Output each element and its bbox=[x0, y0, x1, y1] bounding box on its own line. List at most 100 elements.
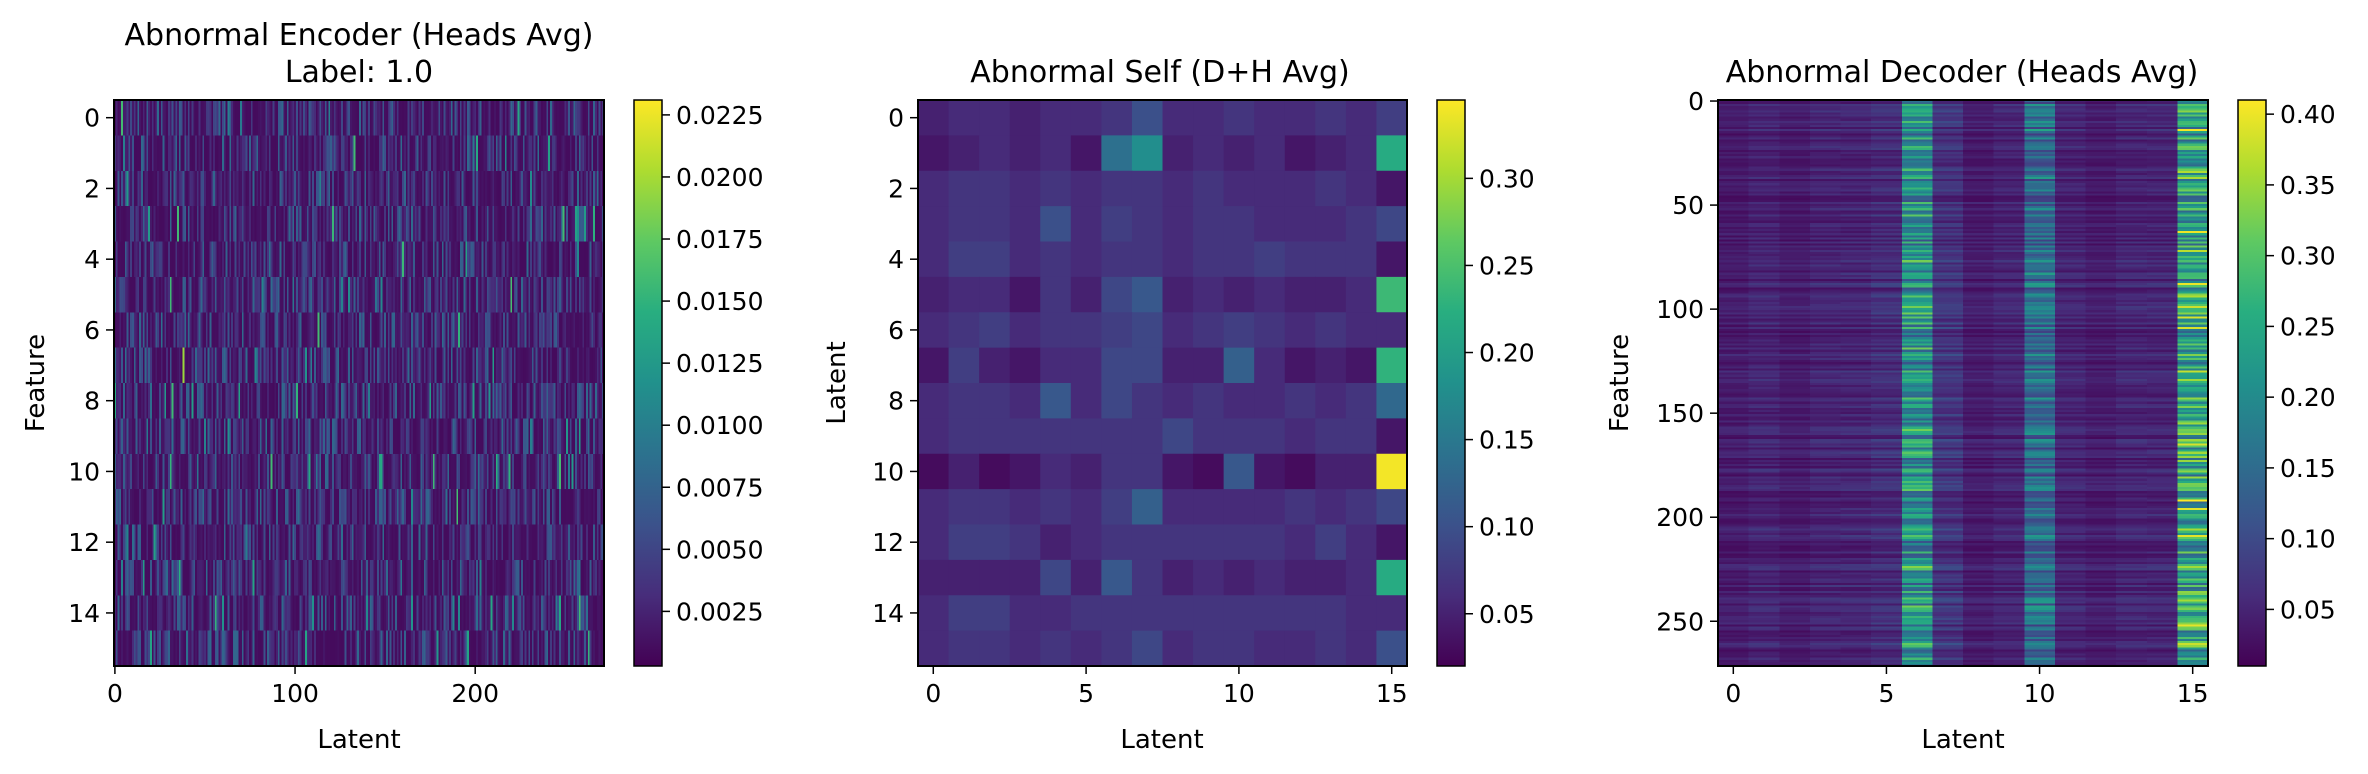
self-heatmap-cell bbox=[1376, 559, 1408, 596]
self-heatmap-cell bbox=[1070, 383, 1102, 419]
self-heatmap-cell bbox=[1254, 559, 1286, 596]
self-y-tick-label: 0 bbox=[888, 104, 904, 133]
self-heatmap-cell bbox=[918, 630, 950, 667]
self-heatmap-cell bbox=[1040, 100, 1072, 136]
self-heatmap-cell bbox=[1162, 383, 1194, 419]
self-heatmap-cell bbox=[1131, 347, 1164, 384]
self-heatmap-cell bbox=[1193, 595, 1225, 632]
self-heatmap-cell bbox=[1376, 453, 1408, 490]
self-heatmap-cell bbox=[1193, 347, 1225, 384]
self-colorbar-ticks: 0.05 0.10 0.15 0.20 0.25 0.30 bbox=[1465, 164, 1535, 629]
self-heatmap-cell bbox=[1284, 418, 1316, 455]
self-heatmap-cell bbox=[1376, 135, 1408, 172]
encoder-y-ticks: 0 2 4 6 8 10 12 14 bbox=[68, 104, 114, 628]
self-heatmap-cell bbox=[1070, 135, 1102, 172]
self-heatmap-cell bbox=[1254, 489, 1286, 526]
self-heatmap-cell bbox=[1315, 418, 1347, 455]
self-heatmap-cell bbox=[1223, 206, 1255, 243]
decoder-y-tick-label: 250 bbox=[1656, 607, 1704, 636]
self-heatmap-cell bbox=[1040, 135, 1072, 172]
self-heatmap-cell bbox=[1345, 418, 1378, 455]
self-heatmap-cell bbox=[948, 170, 980, 207]
self-heatmap-cell bbox=[1009, 630, 1041, 667]
self-heatmap-cell bbox=[918, 418, 950, 455]
self-heatmap-cell bbox=[1345, 241, 1378, 278]
self-heatmap-cell bbox=[1131, 559, 1164, 596]
self-heatmap-cell bbox=[1131, 524, 1164, 561]
self-heatmap-cell bbox=[1223, 418, 1255, 455]
self-heatmap-cell bbox=[1162, 170, 1194, 207]
decoder-x-tick-label: 0 bbox=[1725, 679, 1741, 708]
self-heatmap-cell bbox=[918, 135, 950, 172]
self-y-tick-label: 14 bbox=[872, 599, 904, 628]
encoder-y-tick-label: 12 bbox=[68, 528, 100, 557]
self-heatmap-cell bbox=[1131, 206, 1164, 243]
self-y-tick-label: 10 bbox=[872, 457, 904, 486]
encoder-colorbar-tick-label: 0.0125 bbox=[676, 349, 763, 378]
self-heatmap-cell bbox=[1162, 453, 1194, 490]
self-heatmap-cell bbox=[948, 524, 980, 561]
self-heatmap-cell bbox=[1101, 595, 1133, 632]
self-heatmap-cell bbox=[1315, 241, 1347, 278]
self-heatmap-cell bbox=[1284, 383, 1316, 419]
self-heatmap-cell bbox=[979, 100, 1011, 136]
self-heatmap-cell bbox=[1193, 241, 1225, 278]
self-heatmap-cell bbox=[1040, 559, 1072, 596]
decoder-y-ticks: 0 50 100 150 200 250 bbox=[1656, 87, 1718, 636]
self-heatmap bbox=[918, 100, 1408, 667]
self-heatmap-cell bbox=[1193, 383, 1225, 419]
encoder-heatmap bbox=[114, 100, 604, 666]
self-heatmap-cell bbox=[1284, 347, 1316, 384]
self-heatmap-cell bbox=[1254, 383, 1286, 419]
decoder-colorbar-tick-label: 0.25 bbox=[2280, 312, 2336, 341]
self-heatmap-cell bbox=[1315, 559, 1347, 596]
self-colorbar-tick-label: 0.15 bbox=[1479, 426, 1535, 455]
self-heatmap-cell bbox=[1254, 524, 1286, 561]
self-heatmap-cell bbox=[918, 383, 950, 419]
self-heatmap-cell bbox=[1162, 418, 1194, 455]
self-heatmap-cell bbox=[979, 453, 1011, 490]
self-heatmap-cell bbox=[1070, 312, 1102, 349]
self-heatmap-cell bbox=[948, 100, 980, 136]
self-heatmap-cell bbox=[1376, 241, 1408, 278]
self-heatmap-cell bbox=[1376, 383, 1408, 419]
self-frame bbox=[917, 99, 1408, 667]
self-heatmap-cell bbox=[1254, 135, 1286, 172]
self-heatmap-cell bbox=[1009, 241, 1041, 278]
self-heatmap-cell bbox=[1193, 559, 1225, 596]
self-heatmap-cell bbox=[1284, 595, 1316, 632]
self-heatmap-cell bbox=[1162, 312, 1194, 349]
self-heatmap-cell bbox=[1101, 206, 1133, 243]
self-heatmap-cell bbox=[1345, 453, 1378, 490]
self-heatmap-cell bbox=[1345, 524, 1378, 561]
decoder-x-axis-label: Latent bbox=[1921, 725, 2004, 755]
self-heatmap-cell bbox=[1254, 418, 1286, 455]
self-heatmap-cell bbox=[1101, 347, 1133, 384]
encoder-y-tick-label: 8 bbox=[84, 387, 100, 416]
self-heatmap-cell bbox=[979, 559, 1011, 596]
self-heatmap-cell bbox=[979, 524, 1011, 561]
self-heatmap-cell bbox=[1040, 347, 1072, 384]
self-heatmap-cell bbox=[1345, 489, 1378, 526]
self-heatmap-cell bbox=[1040, 489, 1072, 526]
encoder-subtitle: Label: 1.0 bbox=[285, 55, 433, 90]
self-heatmap-cell bbox=[1376, 170, 1408, 207]
self-heatmap-cell bbox=[1101, 100, 1133, 136]
self-colorbar bbox=[1436, 99, 1466, 667]
self-colorbar-tick-label: 0.10 bbox=[1479, 513, 1535, 542]
self-heatmap-cell bbox=[1131, 630, 1164, 667]
encoder-x-tick-label: 100 bbox=[271, 679, 319, 708]
self-heatmap-cell bbox=[979, 383, 1011, 419]
self-heatmap-cell bbox=[1315, 524, 1347, 561]
self-heatmap-cell bbox=[948, 206, 980, 243]
self-heatmap-cell bbox=[1040, 170, 1072, 207]
self-heatmap-cell bbox=[948, 312, 980, 349]
self-heatmap-cell bbox=[1223, 170, 1255, 207]
self-heatmap-cell bbox=[1009, 383, 1041, 419]
self-heatmap-cell bbox=[1009, 559, 1041, 596]
self-heatmap-cell bbox=[948, 418, 980, 455]
self-heatmap-cell bbox=[1315, 453, 1347, 490]
self-heatmap-cell bbox=[1040, 595, 1072, 632]
self-heatmap-cell bbox=[1223, 630, 1255, 667]
